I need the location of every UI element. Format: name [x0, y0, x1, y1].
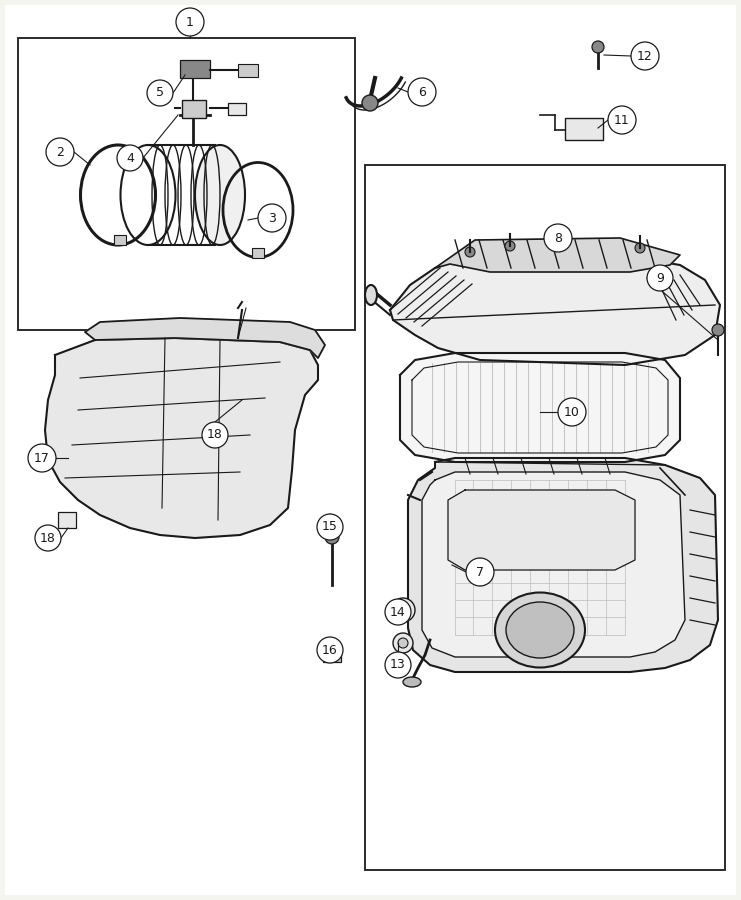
Polygon shape	[85, 318, 325, 358]
Circle shape	[397, 604, 409, 616]
Circle shape	[362, 95, 378, 111]
FancyBboxPatch shape	[365, 165, 725, 870]
FancyBboxPatch shape	[252, 248, 264, 258]
Circle shape	[28, 444, 56, 472]
Text: 9: 9	[656, 272, 664, 284]
Circle shape	[391, 598, 415, 622]
Circle shape	[466, 558, 494, 586]
Circle shape	[712, 324, 724, 336]
Circle shape	[592, 41, 604, 53]
Circle shape	[46, 138, 74, 166]
Text: 6: 6	[418, 86, 426, 98]
Circle shape	[505, 241, 515, 251]
Text: 12: 12	[637, 50, 653, 62]
Text: 7: 7	[476, 565, 484, 579]
Text: 11: 11	[614, 113, 630, 127]
Circle shape	[176, 8, 204, 36]
Polygon shape	[435, 238, 680, 272]
Text: 18: 18	[40, 532, 56, 544]
FancyBboxPatch shape	[228, 103, 246, 115]
FancyBboxPatch shape	[114, 235, 126, 245]
Text: 14: 14	[390, 606, 406, 618]
Polygon shape	[422, 472, 685, 657]
Polygon shape	[390, 255, 720, 365]
Polygon shape	[408, 458, 718, 672]
FancyBboxPatch shape	[58, 512, 76, 528]
Text: 16: 16	[322, 644, 338, 656]
Circle shape	[385, 599, 411, 625]
FancyBboxPatch shape	[565, 118, 603, 140]
FancyBboxPatch shape	[18, 38, 355, 330]
Ellipse shape	[121, 145, 176, 245]
Text: 2: 2	[56, 146, 64, 158]
Polygon shape	[45, 338, 318, 538]
Text: 15: 15	[322, 520, 338, 534]
Text: 17: 17	[34, 452, 50, 464]
Circle shape	[147, 80, 173, 106]
Circle shape	[393, 633, 413, 653]
Circle shape	[325, 530, 339, 544]
Text: 4: 4	[126, 151, 134, 165]
Ellipse shape	[403, 677, 421, 687]
FancyBboxPatch shape	[182, 100, 206, 118]
Circle shape	[317, 514, 343, 540]
FancyBboxPatch shape	[238, 64, 258, 77]
FancyBboxPatch shape	[323, 648, 341, 662]
Circle shape	[408, 78, 436, 106]
Circle shape	[465, 247, 475, 257]
Circle shape	[544, 224, 572, 252]
Circle shape	[647, 265, 673, 291]
FancyBboxPatch shape	[5, 5, 736, 895]
Circle shape	[608, 106, 636, 134]
Circle shape	[317, 637, 343, 663]
Text: 18: 18	[207, 428, 223, 442]
Ellipse shape	[365, 285, 377, 305]
Text: 5: 5	[156, 86, 164, 100]
Circle shape	[631, 42, 659, 70]
Ellipse shape	[495, 592, 585, 668]
Circle shape	[202, 422, 228, 448]
Circle shape	[635, 243, 645, 253]
Circle shape	[385, 652, 411, 678]
Text: 8: 8	[554, 231, 562, 245]
Ellipse shape	[195, 145, 245, 245]
Circle shape	[398, 638, 408, 648]
Circle shape	[258, 204, 286, 232]
Text: 3: 3	[268, 212, 276, 224]
Polygon shape	[400, 353, 680, 462]
FancyBboxPatch shape	[180, 60, 210, 78]
Text: 10: 10	[564, 406, 580, 419]
Polygon shape	[448, 490, 635, 570]
Circle shape	[35, 525, 61, 551]
Circle shape	[558, 398, 586, 426]
Text: 1: 1	[186, 15, 194, 29]
Ellipse shape	[506, 602, 574, 658]
Circle shape	[117, 145, 143, 171]
Text: 13: 13	[390, 659, 406, 671]
